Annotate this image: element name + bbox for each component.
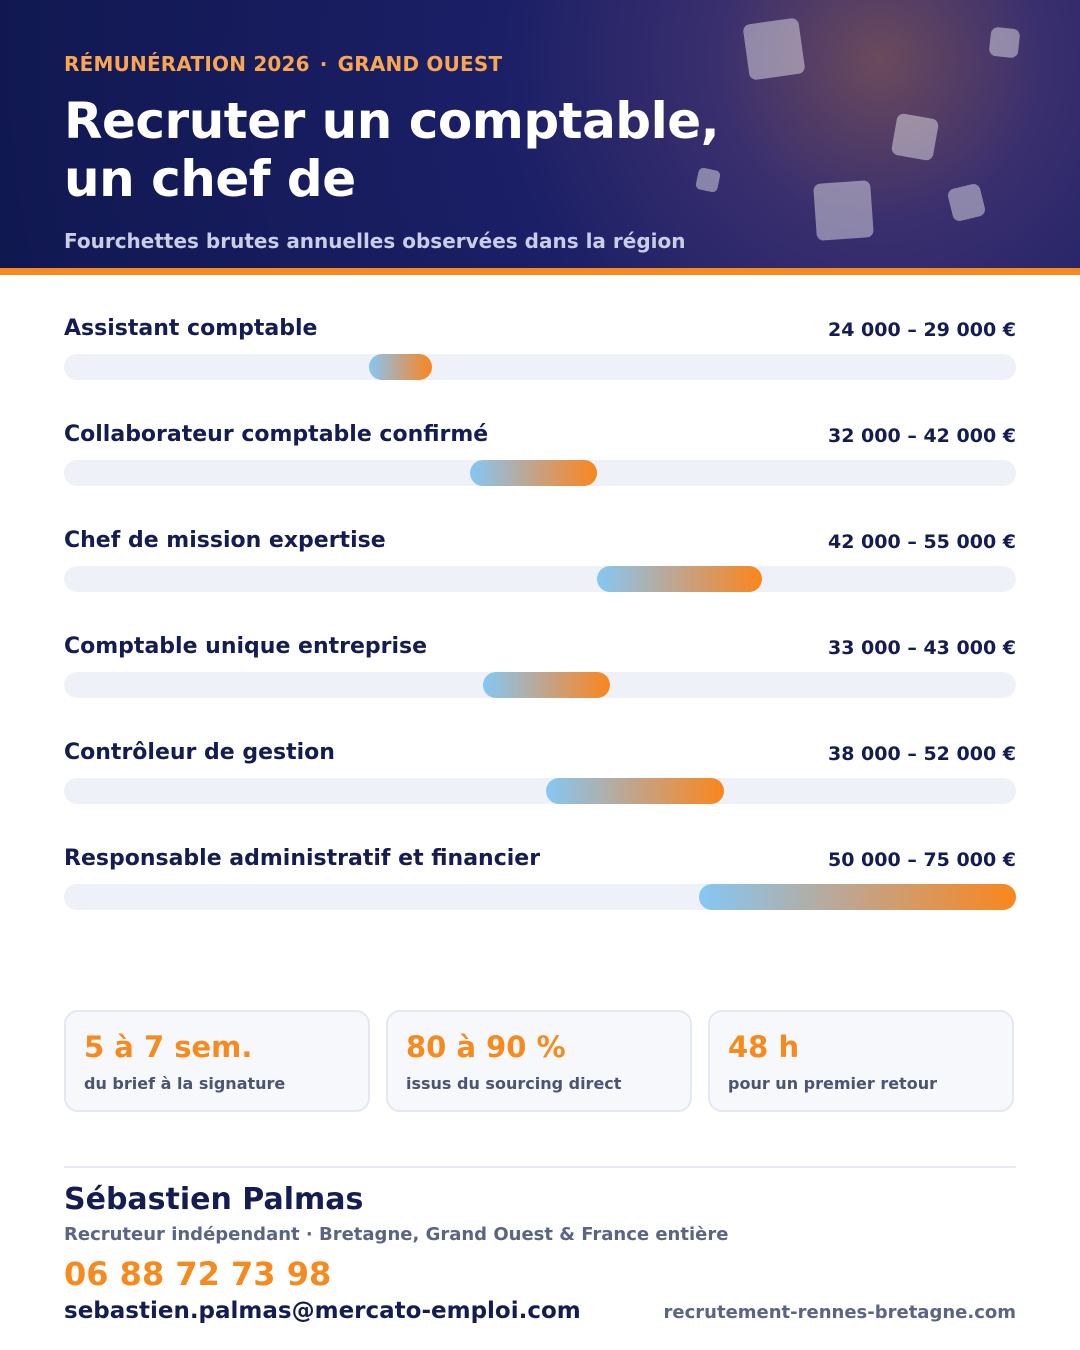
- salary-row: Contrôleur de gestion 38 000 – 52 000 €: [64, 740, 1016, 846]
- salary-range-label: 42 000 – 55 000 €: [828, 531, 1016, 553]
- salary-row: Collaborateur comptable confirmé 32 000 –…: [64, 422, 1016, 528]
- kicker: RÉMUNÉRATION 2026 · GRAND OUEST: [64, 52, 502, 76]
- header-banner: RÉMUNÉRATION 2026 · GRAND OUEST Recruter u…: [0, 0, 1080, 268]
- page-subtitle: Fourchettes brutes annuelles observées d…: [64, 229, 686, 253]
- footer-divider: [64, 1166, 1016, 1168]
- decorative-square: [946, 182, 987, 223]
- stat-label: du brief à la signature: [84, 1074, 286, 1093]
- stat-value: 48 h: [728, 1030, 800, 1064]
- salary-row: Chef de mission expertise 42 000 – 55 000…: [64, 528, 1016, 634]
- kicker-topic: RÉMUNÉRATION 2026: [64, 52, 310, 76]
- decorative-square: [890, 112, 940, 162]
- kicker-separator: ·: [319, 52, 328, 76]
- contact-role: Recruteur indépendant · Bretagne, Grand …: [64, 1224, 729, 1245]
- range-bar: [482, 672, 610, 698]
- stat-label: issus du sourcing direct: [406, 1074, 622, 1093]
- salary-range-label: 33 000 – 43 000 €: [828, 637, 1016, 659]
- decorative-square: [742, 17, 806, 81]
- stat-card: 80 à 90 % issus du sourcing direct: [386, 1010, 692, 1112]
- decorative-square: [988, 26, 1021, 59]
- salary-range-label: 38 000 – 52 000 €: [828, 743, 1016, 765]
- job-title-label: Comptable unique entreprise: [64, 634, 428, 659]
- header-accent-bar: [0, 268, 1080, 275]
- decorative-square: [813, 180, 874, 241]
- job-title-label: Responsable administratif et financier: [64, 846, 541, 871]
- contact-phone[interactable]: 06 88 72 73 98: [64, 1255, 332, 1293]
- salary-row: Responsable administratif et financier 50…: [64, 846, 1016, 952]
- job-title-label: Assistant comptable: [64, 316, 318, 341]
- job-title-label: Collaborateur comptable confirmé: [64, 422, 489, 447]
- range-track: [64, 672, 1016, 698]
- kicker-region: GRAND OUEST: [337, 52, 503, 76]
- stat-card: 48 h pour un premier retour: [708, 1010, 1014, 1112]
- stat-value: 80 à 90 %: [406, 1030, 566, 1064]
- range-track: [64, 354, 1016, 380]
- range-track: [64, 566, 1016, 592]
- stats-cards: 5 à 7 sem. du brief à la signature 80 à …: [64, 1010, 1016, 1114]
- contact-website[interactable]: recrutement-rennes-bretagne.com: [663, 1302, 1016, 1323]
- contact-name: Sébastien Palmas: [64, 1182, 364, 1217]
- range-track: [64, 460, 1016, 486]
- range-bar: [368, 354, 433, 380]
- range-bar: [597, 566, 763, 592]
- job-title-label: Chef de mission expertise: [64, 528, 386, 553]
- range-bar: [470, 460, 598, 486]
- stat-value: 5 à 7 sem.: [84, 1030, 253, 1064]
- salary-row: Assistant comptable 24 000 – 29 000 €: [64, 316, 1016, 422]
- contact-email[interactable]: sebastien.palmas@mercato-emploi.com: [64, 1298, 581, 1324]
- stat-label: pour un premier retour: [728, 1074, 937, 1093]
- decorative-square: [694, 166, 722, 194]
- page-title: Recruter un comptable, un chef de: [64, 92, 720, 208]
- salary-row: Comptable unique entreprise 33 000 – 43 0…: [64, 634, 1016, 740]
- salary-range-chart: Assistant comptable 24 000 – 29 000 € Coll…: [64, 316, 1016, 952]
- salary-range-label: 50 000 – 75 000 €: [828, 849, 1016, 871]
- range-track: [64, 778, 1016, 804]
- salary-range-label: 32 000 – 42 000 €: [828, 425, 1016, 447]
- range-bar: [546, 778, 725, 804]
- salary-range-label: 24 000 – 29 000 €: [828, 319, 1016, 341]
- range-track: [64, 884, 1016, 910]
- range-bar: [698, 884, 1016, 910]
- job-title-label: Contrôleur de gestion: [64, 740, 335, 765]
- stat-card: 5 à 7 sem. du brief à la signature: [64, 1010, 370, 1112]
